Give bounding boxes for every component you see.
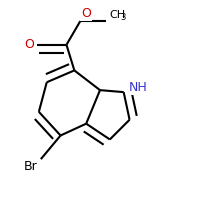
Text: O: O <box>81 7 91 20</box>
Text: CH: CH <box>110 10 126 20</box>
Text: 3: 3 <box>121 13 126 22</box>
Text: Br: Br <box>24 160 38 173</box>
Text: O: O <box>24 38 34 51</box>
Text: NH: NH <box>129 81 147 94</box>
